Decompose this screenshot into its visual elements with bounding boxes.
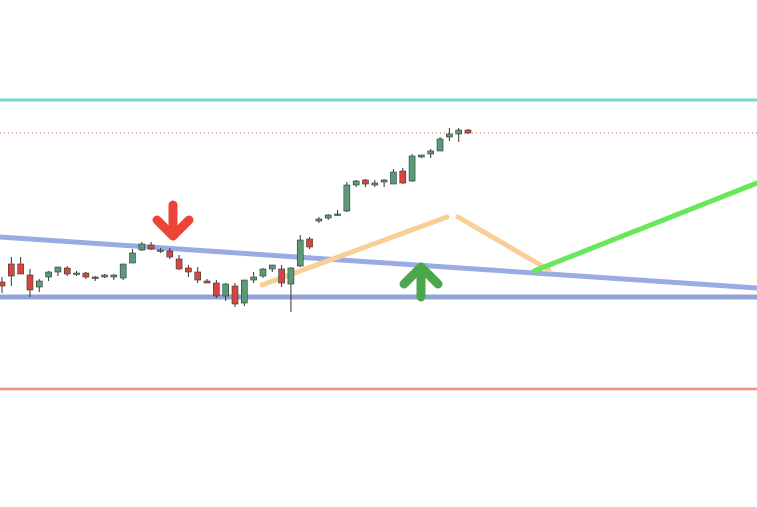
candle-body-up xyxy=(101,274,108,278)
candle-body-up xyxy=(446,133,453,138)
candle-body-up xyxy=(54,266,62,273)
sell-arrow-icon xyxy=(152,200,194,241)
candle-body-up xyxy=(241,279,248,304)
bullish-projection-line xyxy=(531,180,757,274)
candle-body-up xyxy=(259,268,267,277)
descending-trend-line xyxy=(0,234,757,291)
candle-body-up xyxy=(380,179,388,183)
candle-body-up xyxy=(343,184,351,212)
candle-body-up xyxy=(268,264,276,270)
candle-body-up xyxy=(296,239,304,267)
candle-body-down xyxy=(399,170,407,184)
candle-body-up xyxy=(408,155,416,182)
candle-body-up xyxy=(371,182,379,186)
candle-body-down xyxy=(194,271,202,281)
candle-body-up xyxy=(287,267,295,285)
candle-body-up xyxy=(45,271,52,278)
candle-body-down xyxy=(175,258,183,270)
candle-body-up xyxy=(157,249,164,252)
candle-body-up xyxy=(324,214,332,219)
candle-body-down xyxy=(166,250,174,258)
projection-path-down xyxy=(455,214,552,273)
candle-body-down xyxy=(17,263,24,275)
candle-body-up xyxy=(129,252,136,264)
candle-body-down xyxy=(91,276,99,279)
candle-body-up xyxy=(352,180,360,186)
candle-body-up xyxy=(138,243,146,251)
candle-body-up xyxy=(427,150,435,155)
candle-body-up xyxy=(35,280,43,288)
candle-body-down xyxy=(306,238,313,248)
candle-body-down xyxy=(464,129,472,134)
candle-body-up xyxy=(418,154,425,158)
candle-body-up xyxy=(222,283,229,297)
candle-body-down xyxy=(63,267,71,275)
candle-body-down xyxy=(0,281,6,287)
candle-body-down xyxy=(278,268,285,284)
candle-body-down xyxy=(362,179,369,185)
candle-body-up xyxy=(436,138,444,152)
candle-body-up xyxy=(455,129,462,135)
candle-body-down xyxy=(82,272,90,278)
candle-body-down xyxy=(203,280,211,284)
candle-body-up xyxy=(315,218,323,222)
candle-body-down xyxy=(147,244,155,250)
candle-body-up xyxy=(73,272,80,275)
candle-body-up xyxy=(110,274,118,278)
candle-body-up xyxy=(119,263,127,279)
candle-body-down xyxy=(8,263,15,277)
candle-body-down xyxy=(26,274,34,291)
candles xyxy=(0,128,472,312)
candle-body-up xyxy=(250,276,257,281)
buy-arrow-icon xyxy=(399,262,443,302)
candle-body-down xyxy=(185,267,192,273)
candle-body-up xyxy=(334,213,341,216)
candle-body-down xyxy=(231,285,239,305)
candle-body-up xyxy=(390,171,397,185)
candle-body-down xyxy=(213,282,220,297)
